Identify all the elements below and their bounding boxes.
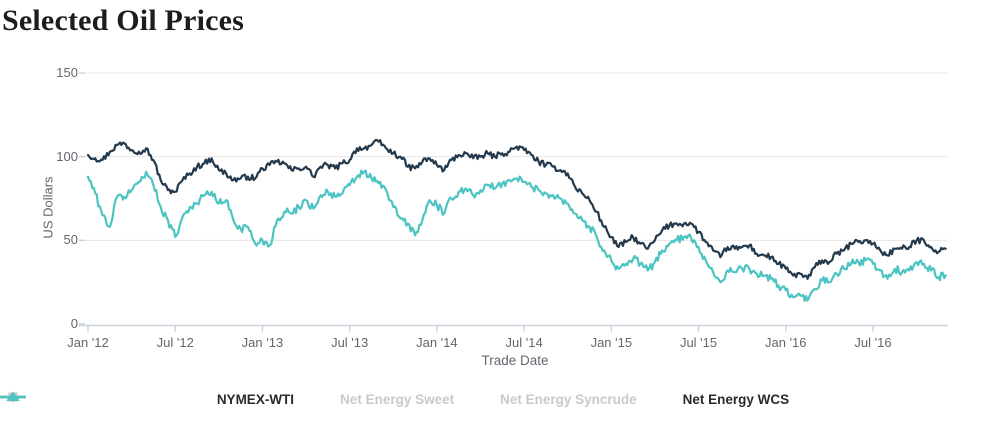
legend-item-net-energy-wcs[interactable]: Net Energy WCS	[0, 390, 790, 410]
x-tick-label: Jul '13	[331, 335, 369, 350]
x-tick-label: Jul '14	[505, 335, 543, 350]
legend-label: Net Energy Sweet	[340, 392, 455, 407]
x-tick-label: Jul '15	[679, 335, 718, 350]
legend-item-net-energy-sweet[interactable]: Net Energy Sweet	[7, 390, 455, 410]
series-line-net-energy-wcs	[86, 169, 947, 302]
x-tick-label: Jan '16	[765, 335, 807, 350]
x-axis-title: Trade Date	[481, 353, 549, 368]
y-tick-label: 100	[56, 148, 78, 164]
x-tick-label: Jan '13	[241, 335, 284, 350]
series-line-nymex-wti	[86, 138, 947, 280]
legend-item-nymex-wti[interactable]: NYMEX-WTI	[0, 390, 295, 410]
x-tick-label: Jan '14	[416, 335, 458, 350]
x-tick-label: Jan '12	[67, 335, 109, 350]
triangle-marker-icon	[0, 391, 26, 401]
legend: NYMEX-WTI Net Energy Sweet Net Energy Sync…	[0, 390, 1006, 410]
y-tick-label: 50	[63, 232, 78, 248]
x-tick-label: Jul '16	[854, 335, 892, 350]
chart-title: Selected Oil Prices	[2, 4, 245, 37]
x-tick-label: Jan '15	[590, 335, 633, 350]
x-tick-label: Jul '12	[156, 335, 194, 350]
legend-label: NYMEX-WTI	[216, 392, 295, 407]
legend-item-net-energy-syncrude[interactable]: Net Energy Syncrude	[0, 390, 637, 410]
y-tick-label: 150	[56, 65, 78, 80]
legend-label: Net Energy Syncrude	[500, 392, 637, 407]
y-tick-label: 0	[70, 316, 78, 331]
legend-label: Net Energy WCS	[682, 392, 790, 407]
